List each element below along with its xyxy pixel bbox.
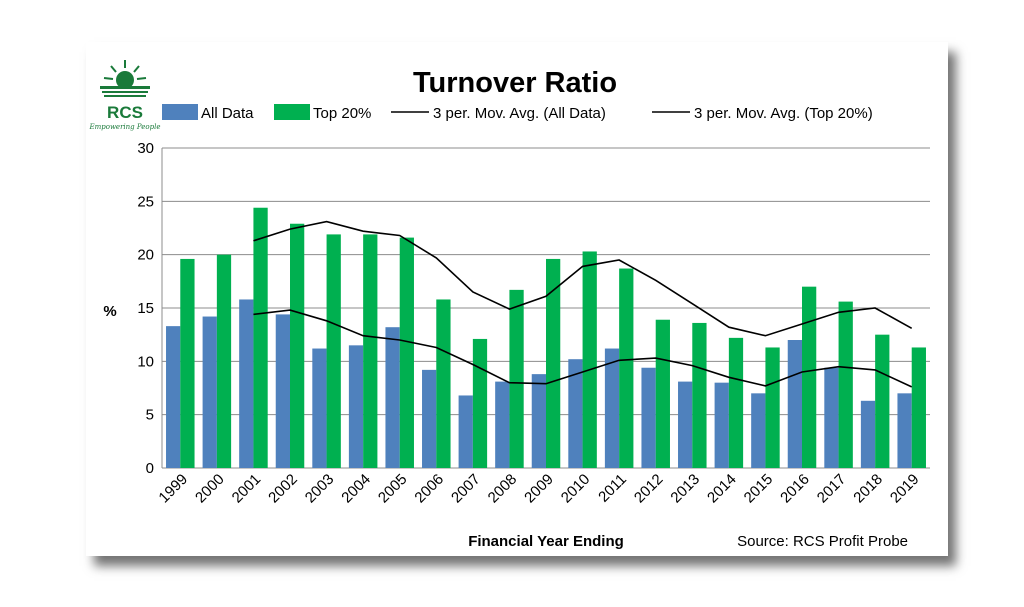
- legend: All Data Top 20% 3 per. Mov. Avg. (All D…: [162, 104, 873, 122]
- bar-all-data-2018: [860, 400, 876, 468]
- legend-swatch-all-data: [162, 104, 198, 120]
- bar-all-data-2011: [604, 348, 620, 468]
- y-tick-label: 20: [137, 247, 154, 264]
- x-tick-label: 2004: [338, 471, 374, 507]
- chart-title: Turnover Ratio: [413, 67, 617, 99]
- bar-top-20-2012: [655, 319, 670, 468]
- bar-all-data-2002: [275, 314, 290, 468]
- bar-top-20-2007: [472, 338, 488, 468]
- x-tick-label: 2011: [595, 471, 630, 506]
- plot-area: 0 5 10 15 20 25 30 1999 2000 2001 2002 2003 2004 2005…: [137, 140, 930, 506]
- bar-top-20-2003: [326, 234, 341, 468]
- y-tick-label: 5: [146, 407, 154, 424]
- bar-all-data-2010: [568, 359, 583, 468]
- bar-top-20-2006: [436, 299, 451, 468]
- bar-top-20-2001: [253, 207, 268, 468]
- x-tick-label: 2017: [814, 471, 850, 507]
- bar-all-data-2013: [678, 381, 693, 468]
- bar-top-20-2010: [582, 251, 597, 468]
- logo-tagline: Empowering People: [89, 123, 161, 131]
- bar-top-20-2015: [765, 347, 780, 468]
- trendline-mavg-all-data: [253, 309, 913, 388]
- x-tick-label: 2000: [192, 471, 228, 507]
- bar-all-data-2012: [641, 367, 656, 468]
- x-tick-label: 2003: [302, 471, 338, 507]
- y-tick-label: 30: [137, 140, 154, 157]
- x-tick-label: 2019: [887, 471, 923, 507]
- bar-top-20-2008: [509, 289, 524, 468]
- chart-card: RCS Empowering People Turnover Ratio All…: [86, 42, 948, 556]
- x-tick-label: 2012: [631, 471, 667, 507]
- rcs-logo: RCS Empowering People: [89, 56, 161, 131]
- legend-label-mavg-all: 3 per. Mov. Avg. (All Data): [433, 105, 606, 122]
- y-tick-label: 25: [137, 193, 154, 210]
- bar-all-data-2005: [385, 327, 400, 468]
- bar-all-data-2009: [531, 374, 546, 468]
- bar-top-20-2009: [546, 258, 561, 468]
- bar-top-20-2019: [911, 347, 926, 468]
- bar-top-20-2016: [802, 286, 817, 468]
- x-tick-label: 1999: [155, 471, 191, 507]
- legend-label-all-data: All Data: [201, 105, 254, 122]
- x-tick-label: 2013: [667, 471, 703, 507]
- y-tick-label: 15: [137, 300, 154, 317]
- legend-label-mavg-top: 3 per. Mov. Avg. (Top 20%): [694, 105, 873, 122]
- x-tick-label: 2015: [741, 471, 777, 507]
- bar-top-20-1999: [180, 258, 195, 468]
- x-tick-label: 2001: [229, 471, 265, 507]
- bar-all-data-2001: [239, 299, 254, 468]
- x-tick-label: 2007: [448, 471, 484, 507]
- logo-text: RCS: [107, 103, 143, 122]
- x-tick-label: 2005: [375, 471, 411, 507]
- y-tick-label: 10: [137, 353, 154, 370]
- y-tick-label: 0: [146, 460, 154, 477]
- x-tick-label: 2008: [485, 471, 521, 507]
- x-tick-label: 2014: [704, 471, 740, 507]
- x-tick-label: 2002: [265, 471, 301, 507]
- bar-all-data-2015: [751, 393, 766, 468]
- bar-all-data-2017: [824, 367, 839, 468]
- bar-all-data-2007: [458, 395, 473, 468]
- x-tick-label: 2009: [521, 471, 557, 507]
- bar-top-20-2002: [290, 223, 305, 468]
- bar-all-data-2016: [787, 340, 802, 468]
- x-tick-label: 2016: [777, 471, 813, 507]
- bar-all-data-2006: [422, 369, 437, 468]
- sunrise-icon: [100, 60, 150, 97]
- bar-top-20-2000: [216, 254, 232, 468]
- bar-all-data-2008: [495, 381, 510, 468]
- bar-top-20-2011: [619, 268, 634, 468]
- bar-all-data-2000: [202, 316, 217, 468]
- bar-all-data-2014: [714, 382, 729, 468]
- source-note: Source: RCS Profit Probe: [737, 533, 908, 550]
- chart: RCS Empowering People Turnover Ratio All…: [89, 56, 930, 550]
- trendline-mavg-top-20: [253, 220, 913, 337]
- x-tick-label: 2006: [411, 471, 447, 507]
- legend-label-top-20: Top 20%: [313, 105, 371, 122]
- x-tick-label: 2018: [850, 471, 886, 507]
- x-tick-label: 2010: [558, 471, 594, 507]
- bar-all-data-2019: [897, 393, 912, 468]
- bar-top-20-2004: [363, 234, 378, 468]
- bar-all-data-1999: [166, 326, 181, 468]
- bar-top-20-2005: [399, 237, 414, 468]
- y-axis-title: %: [103, 303, 116, 320]
- bar-top-20-2018: [875, 334, 890, 468]
- bar-all-data-2004: [348, 345, 364, 468]
- legend-swatch-top-20: [274, 104, 310, 120]
- bar-top-20-2014: [728, 337, 744, 468]
- x-axis-title: Financial Year Ending: [468, 533, 624, 550]
- bar-top-20-2013: [692, 322, 707, 468]
- bar-top-20-2017: [838, 301, 853, 468]
- bar-all-data-2003: [312, 348, 327, 468]
